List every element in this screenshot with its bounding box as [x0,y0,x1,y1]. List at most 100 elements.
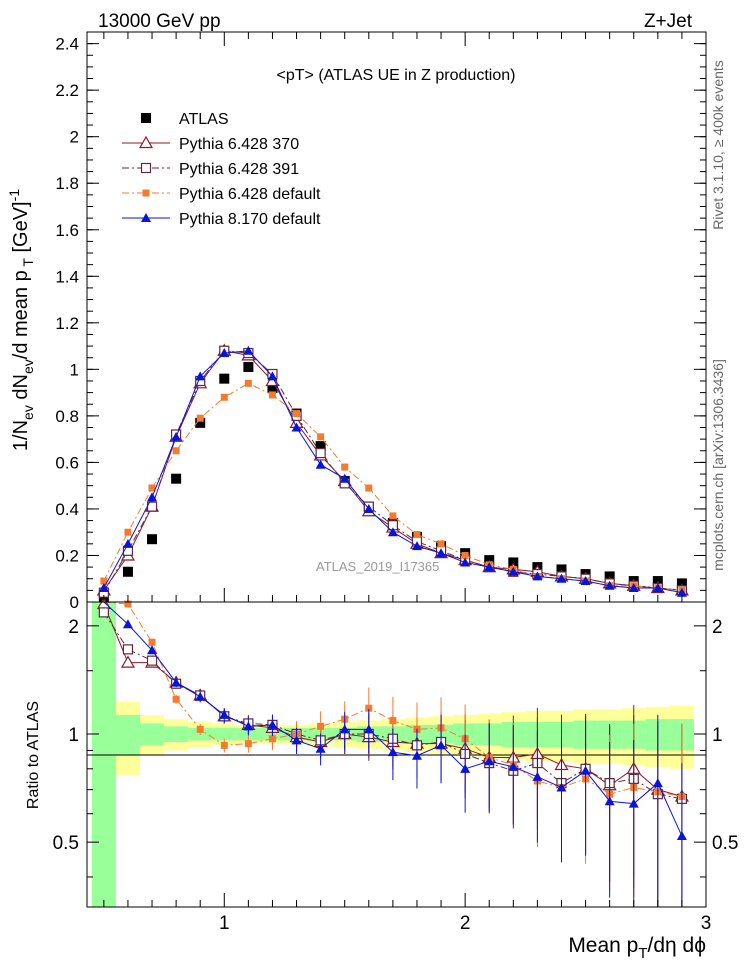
ratio-point [196,725,204,733]
rivet-info: Rivet 3.1.10, ≥ 400k events [710,60,726,230]
ratio-band-green-bin [164,726,189,742]
ratio-point [532,771,543,781]
ratio-point [389,717,397,725]
data-point [195,371,206,381]
data-point [268,391,276,399]
ratio-point [219,709,230,719]
legend-label: Pythia 6.428 370 [179,136,299,153]
data-point [291,422,302,432]
data-point [124,528,132,536]
ratio-band-green-bin [139,723,165,746]
data-point [411,541,422,551]
data-point [556,573,567,583]
data-point [195,417,206,428]
data-point [532,571,543,581]
y-tick-label: 2 [70,128,79,147]
legend-entry: Pythia 8.170 default [122,211,321,228]
header-energy: 13000 GeV pp [98,11,221,32]
ratio-point [244,740,252,748]
y-tick-label: 0.8 [55,407,79,426]
ratio-tick-label-right: 0.5 [712,833,738,854]
data-point [460,557,471,567]
data-point [243,345,254,355]
y-tick-label: 2.2 [55,81,79,100]
legend-label: Pythia 6.428 391 [179,161,299,178]
legend-marker [140,162,152,174]
y-tick-label: 0 [70,593,79,612]
y-tick-label: 1 [70,360,79,379]
ratio-axis-title: Ratio to ATLAS [25,701,42,809]
data-point [315,441,326,452]
data-point [243,362,254,373]
data-point [317,433,325,441]
series-line [103,350,682,593]
ratio-point [268,735,276,743]
ratio-point [172,695,180,703]
ratio-point [652,778,663,788]
ratio-y-axis: 0.5 0.5 1 1 2 2 [53,617,738,878]
main-series-layer [96,343,689,603]
ratio-point [317,722,325,730]
ratio-point [315,743,326,753]
legend-label: Pythia 8.170 default [179,211,321,228]
data-point [363,503,374,513]
ratio-point [580,765,591,775]
ratio-point [122,644,134,655]
y-axis-title: 1/Nev dNev/d mean p T [GeV]-1 [6,189,36,451]
ratio-point [124,600,132,608]
legend: ATLAS Pythia 6.428 370 Pythia 6.428 391 Pyt… [122,111,321,228]
y-tick-label: 0.6 [55,453,79,472]
ratio-point [120,655,135,668]
ratio-tick-label-right: 1 [712,725,723,746]
data-point [171,431,182,441]
data-point [389,512,397,520]
data-point [219,373,230,384]
data-point [267,371,278,381]
data-point [676,587,687,597]
ratio-tick-label: 0.5 [53,833,79,854]
data-point [339,473,350,483]
series-pythia-8-170-default [98,345,687,597]
ratio-band-green-bin [115,714,140,756]
y-tick-label: 1.2 [55,314,79,333]
legend-entry: Pythia 6.428 391 [122,161,299,178]
ratio-point [146,655,158,666]
ratio-tick-label: 1 [68,725,79,746]
data-point [580,576,591,586]
y-tick-label: 1.6 [55,221,79,240]
ratio-point [484,756,495,766]
ratio-point [508,761,519,771]
x-tick-label: 3 [701,913,712,934]
ratio-tick-label-right: 2 [712,617,723,638]
ratio-point [436,740,447,750]
y-tick-label: 1.8 [55,174,79,193]
svg-text:Mean pT/dη dϕ: Mean pT/dη dϕ [568,934,706,962]
x-tick-label: 1 [219,913,230,934]
y-tick-label: 0.2 [55,546,79,565]
data-point [365,484,373,492]
data-point [98,583,109,593]
ratio-point [243,721,254,731]
data-point [652,583,663,593]
ratio-point [148,638,156,646]
data-point [437,540,445,548]
series-pythia-6-428-370 [96,343,689,596]
chart-title: <pT> (ATLAS UE in Z production) [277,67,516,84]
ratio-point [460,763,471,773]
y-tick-label: 0.4 [55,500,79,519]
data-point [196,414,204,422]
data-point [508,566,519,576]
legend-marker [141,113,151,123]
data-point [244,379,252,387]
series-line [103,350,682,591]
ratio-point [98,607,109,618]
ratio-point [628,798,639,808]
ratio-point [171,677,182,687]
svg-text:1/Nev dNev/d mean p T [GeV]-1: 1/Nev dNev/d mean p T [GeV]-1 [6,189,36,451]
data-point [293,410,301,418]
data-point [604,580,615,590]
x-axis: 1 2 3 [103,32,712,934]
legend-marker [142,189,150,197]
legend-label: Pythia 6.428 default [179,186,321,203]
data-point [387,527,398,537]
